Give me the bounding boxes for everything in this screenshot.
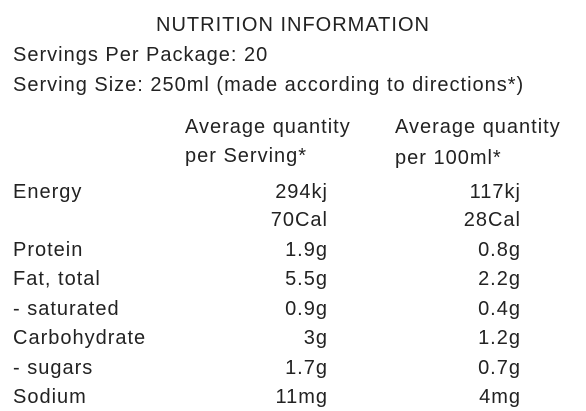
per-serving-value: 1.9g [285, 239, 328, 261]
per-serving-value: 0.9g [285, 298, 328, 320]
row-label: - saturated [13, 298, 120, 320]
per-100ml-value: 28Cal [463, 209, 521, 231]
per-100ml-value: 2.2g [478, 268, 521, 290]
column-header: per 100ml* [395, 147, 502, 169]
per-serving-value: 70Cal [270, 209, 328, 231]
per-serving-value: 11mg [275, 386, 328, 408]
row-label: Energy [13, 181, 83, 203]
per-100ml-value: 1.2g [478, 327, 521, 349]
per-100ml-value: 0.4g [478, 298, 521, 320]
per-100ml-value: 4mg [479, 386, 521, 408]
row-label: Protein [13, 239, 84, 261]
title: NUTRITION INFORMATION [156, 14, 430, 36]
column-header: Average quantity [395, 116, 561, 138]
row-label: Sodium [13, 386, 87, 408]
per-100ml-value: 117kj [469, 181, 521, 203]
per-serving-value: 5.5g [285, 268, 328, 290]
per-100ml-value: 0.8g [478, 239, 521, 261]
column-header: Average quantity [185, 116, 351, 138]
per-serving-value: 1.7g [285, 357, 328, 379]
row-label: - sugars [13, 357, 94, 379]
per-100ml-value: 0.7g [478, 357, 521, 379]
row-label: Fat, total [13, 268, 101, 290]
column-header: per Serving* [185, 145, 308, 167]
per-serving-value: 3g [303, 327, 328, 349]
per-serving-value: 294kj [275, 181, 328, 203]
row-label: Carbohydrate [13, 327, 147, 349]
serving-size: Serving Size: 250ml (made according to d… [13, 74, 525, 96]
servings-per-package: Servings Per Package: 20 [13, 44, 269, 66]
